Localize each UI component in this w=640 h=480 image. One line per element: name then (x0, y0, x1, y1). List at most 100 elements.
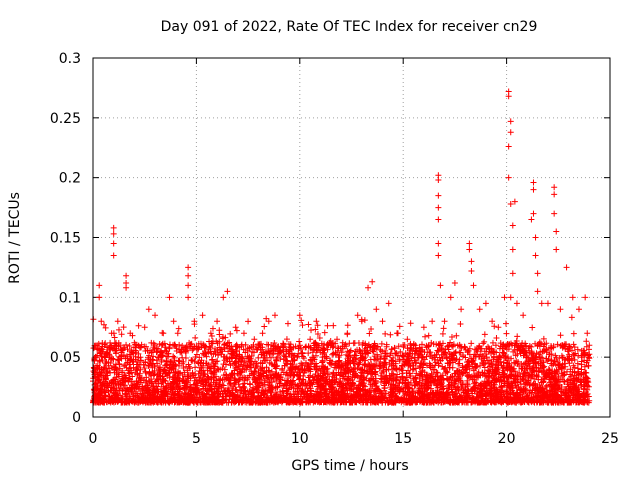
data-point (145, 356, 152, 363)
data-point (438, 380, 445, 387)
data-point (383, 372, 390, 379)
data-point (564, 381, 571, 388)
data-point (96, 369, 103, 376)
data-point (454, 342, 461, 349)
data-point (133, 378, 140, 385)
data-point (521, 398, 528, 405)
data-point (537, 387, 544, 394)
data-point (421, 382, 428, 389)
data-point (421, 369, 428, 376)
data-point (142, 347, 149, 354)
data-point (425, 332, 432, 339)
data-point (123, 387, 130, 394)
data-point (353, 386, 360, 393)
data-point (227, 330, 234, 337)
data-point (283, 336, 290, 343)
data-point (399, 367, 406, 374)
data-point (489, 364, 496, 371)
data-point (176, 346, 183, 353)
data-point (391, 345, 398, 352)
data-point (248, 370, 255, 377)
data-point (392, 376, 399, 383)
data-point (520, 347, 527, 354)
data-point (543, 346, 550, 353)
data-point (295, 350, 302, 357)
data-point (202, 360, 209, 367)
data-point (108, 384, 115, 391)
data-point (470, 380, 477, 387)
data-points (90, 88, 593, 406)
data-point (153, 376, 160, 383)
data-point (403, 374, 410, 381)
data-point (263, 395, 270, 402)
x-tick-label: 0 (89, 431, 98, 447)
data-point (261, 352, 268, 359)
data-point (105, 359, 112, 366)
data-point (373, 383, 380, 390)
data-point (357, 366, 364, 373)
data-point (305, 374, 312, 381)
data-point (185, 393, 192, 400)
data-point (584, 351, 591, 358)
data-point (571, 344, 578, 351)
y-tick-label: 0.25 (50, 111, 81, 127)
data-point (195, 346, 202, 353)
data-point (105, 388, 112, 395)
data-point (387, 331, 394, 338)
data-point (549, 368, 556, 375)
data-point (325, 371, 332, 378)
data-point (349, 373, 356, 380)
data-point (186, 339, 193, 346)
data-point (299, 388, 306, 395)
data-point (449, 343, 456, 350)
data-point (135, 322, 142, 329)
data-point (490, 393, 497, 400)
data-point (344, 355, 351, 362)
data-point (390, 388, 397, 395)
data-point (321, 366, 328, 373)
data-point (202, 343, 209, 350)
data-point (273, 398, 280, 405)
data-point (561, 356, 568, 363)
data-point (514, 333, 521, 340)
data-point (476, 353, 483, 360)
data-point (116, 365, 123, 372)
data-point (148, 361, 155, 368)
data-point (396, 323, 403, 330)
data-point (540, 378, 547, 385)
data-point (464, 390, 471, 397)
data-point (165, 353, 172, 360)
data-point (324, 322, 331, 329)
data-point (280, 343, 287, 350)
data-point (491, 379, 498, 386)
data-point (245, 354, 252, 361)
data-point (226, 339, 233, 346)
data-point (381, 350, 388, 357)
data-point (568, 314, 575, 321)
data-point (221, 376, 228, 383)
data-point (407, 379, 414, 386)
data-point (410, 365, 417, 372)
data-point (463, 390, 470, 397)
data-point (128, 398, 135, 405)
data-point (462, 363, 469, 370)
y-tick-label: 0 (72, 410, 81, 426)
data-point (128, 369, 135, 376)
data-point (150, 372, 157, 379)
data-point (155, 354, 162, 361)
data-point (412, 393, 419, 400)
data-point (380, 360, 387, 367)
data-point (200, 371, 207, 378)
data-point (447, 339, 454, 346)
data-point (236, 394, 243, 401)
data-point (524, 365, 531, 372)
data-point (107, 369, 114, 376)
data-point (272, 365, 279, 372)
data-point (554, 386, 561, 393)
data-point (297, 372, 304, 379)
data-point (416, 390, 423, 397)
data-point (462, 366, 469, 373)
data-point (423, 362, 430, 369)
data-point (450, 341, 457, 348)
data-point (283, 346, 290, 353)
